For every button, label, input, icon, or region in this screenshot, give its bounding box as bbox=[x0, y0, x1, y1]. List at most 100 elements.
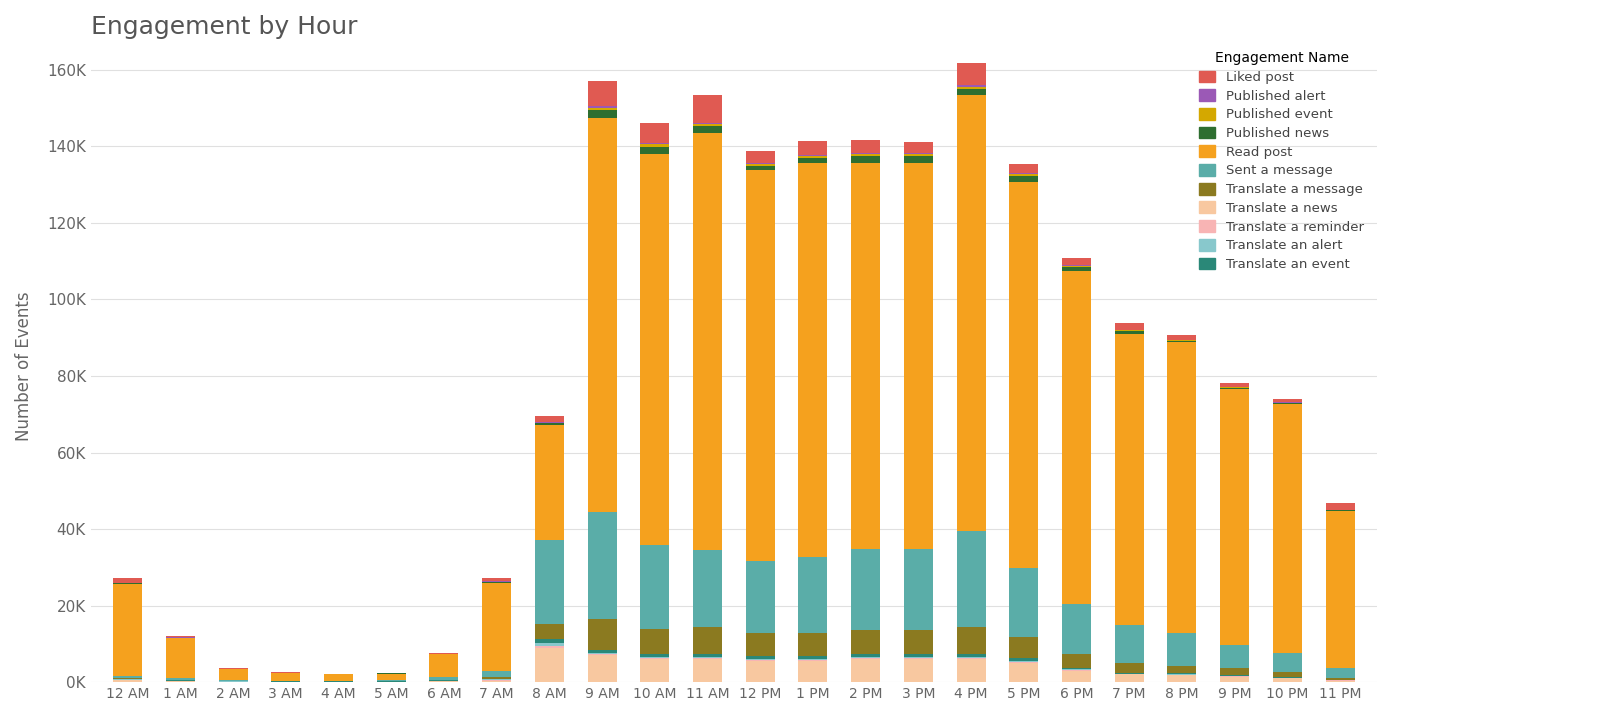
Bar bbox=[1274, 672, 1302, 677]
Bar bbox=[1168, 335, 1197, 340]
Bar bbox=[746, 659, 774, 660]
Bar bbox=[693, 124, 722, 126]
Bar bbox=[1010, 662, 1038, 663]
Bar bbox=[1115, 330, 1144, 331]
Bar bbox=[1168, 666, 1197, 673]
Bar bbox=[904, 163, 933, 549]
Bar bbox=[534, 646, 563, 648]
Bar bbox=[1274, 678, 1302, 682]
Bar bbox=[1274, 404, 1302, 653]
Bar bbox=[587, 619, 616, 650]
Bar bbox=[114, 677, 142, 679]
Bar bbox=[851, 657, 880, 659]
Bar bbox=[746, 634, 774, 657]
Bar bbox=[957, 531, 986, 626]
Bar bbox=[746, 170, 774, 561]
Bar bbox=[1221, 387, 1250, 389]
Bar bbox=[746, 561, 774, 634]
Bar bbox=[798, 660, 827, 661]
Y-axis label: Number of Events: Number of Events bbox=[14, 291, 34, 441]
Bar bbox=[534, 639, 563, 643]
Bar bbox=[693, 658, 722, 659]
Bar bbox=[1010, 661, 1038, 662]
Bar bbox=[534, 416, 563, 422]
Bar bbox=[851, 549, 880, 629]
Bar bbox=[640, 658, 669, 659]
Bar bbox=[587, 654, 616, 655]
Bar bbox=[640, 123, 669, 143]
Bar bbox=[166, 636, 195, 637]
Bar bbox=[1062, 271, 1091, 604]
Bar bbox=[1010, 569, 1038, 637]
Bar bbox=[1326, 677, 1355, 679]
Bar bbox=[957, 657, 986, 658]
Bar bbox=[587, 108, 616, 110]
Bar bbox=[587, 107, 616, 108]
Bar bbox=[429, 654, 459, 677]
Bar bbox=[376, 674, 406, 680]
Bar bbox=[1010, 663, 1038, 682]
Bar bbox=[1010, 174, 1038, 176]
Bar bbox=[1115, 663, 1144, 672]
Bar bbox=[1274, 653, 1302, 672]
Bar bbox=[114, 578, 142, 583]
Bar bbox=[325, 674, 354, 681]
Bar bbox=[851, 157, 880, 163]
Bar bbox=[1010, 163, 1038, 173]
Bar bbox=[1010, 182, 1038, 569]
Bar bbox=[798, 163, 827, 557]
Bar bbox=[904, 549, 933, 629]
Bar bbox=[429, 653, 459, 654]
Bar bbox=[1115, 331, 1144, 334]
Bar bbox=[746, 661, 774, 682]
Bar bbox=[482, 677, 510, 679]
Bar bbox=[587, 655, 616, 682]
Bar bbox=[746, 660, 774, 661]
Bar bbox=[429, 677, 459, 679]
Bar bbox=[640, 629, 669, 654]
Bar bbox=[1221, 677, 1250, 682]
Bar bbox=[851, 629, 880, 654]
Bar bbox=[534, 648, 563, 682]
Bar bbox=[1168, 673, 1197, 674]
Bar bbox=[904, 153, 933, 155]
Bar bbox=[587, 650, 616, 653]
Bar bbox=[1221, 383, 1250, 387]
Bar bbox=[1062, 267, 1091, 271]
Bar bbox=[1062, 669, 1091, 670]
Bar bbox=[746, 165, 774, 170]
Bar bbox=[957, 95, 986, 531]
Bar bbox=[798, 158, 827, 163]
Bar bbox=[746, 164, 774, 165]
Bar bbox=[851, 153, 880, 155]
Bar bbox=[1010, 173, 1038, 174]
Bar bbox=[272, 673, 301, 681]
Bar bbox=[746, 163, 774, 164]
Bar bbox=[587, 110, 616, 118]
Bar bbox=[587, 512, 616, 619]
Bar bbox=[904, 629, 933, 654]
Bar bbox=[693, 126, 722, 133]
Bar bbox=[693, 657, 722, 658]
Bar bbox=[534, 423, 563, 425]
Bar bbox=[219, 669, 248, 680]
Bar bbox=[1221, 669, 1250, 675]
Bar bbox=[798, 155, 827, 158]
Bar bbox=[482, 671, 510, 677]
Bar bbox=[798, 659, 827, 660]
Bar bbox=[851, 654, 880, 657]
Bar bbox=[534, 540, 563, 624]
Bar bbox=[114, 584, 142, 676]
Bar bbox=[1062, 671, 1091, 682]
Bar bbox=[1062, 258, 1091, 265]
Bar bbox=[640, 659, 669, 682]
Bar bbox=[482, 679, 510, 680]
Bar bbox=[1326, 503, 1355, 510]
Bar bbox=[1221, 646, 1250, 669]
Bar bbox=[429, 679, 459, 680]
Legend: Liked post, Published alert, Published event, Published news, Read post, Sent a : Liked post, Published alert, Published e… bbox=[1194, 44, 1371, 278]
Bar bbox=[746, 657, 774, 659]
Bar bbox=[957, 62, 986, 85]
Bar bbox=[1168, 341, 1197, 342]
Bar bbox=[798, 557, 827, 634]
